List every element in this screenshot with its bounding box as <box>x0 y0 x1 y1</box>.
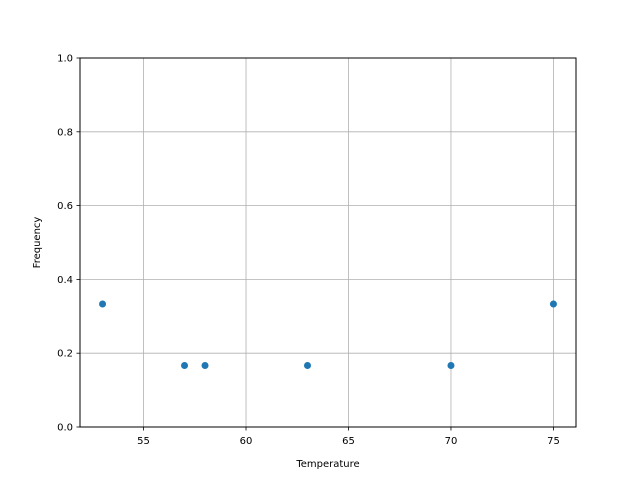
y-tick-label: 0.4 <box>57 275 73 286</box>
data-point <box>201 361 209 369</box>
x-tick-label: 60 <box>240 436 253 447</box>
x-tick-label: 55 <box>137 436 150 447</box>
grid <box>80 57 576 428</box>
y-tick-label: 1.0 <box>57 54 73 65</box>
data-point <box>99 300 107 308</box>
data-point <box>549 300 557 308</box>
x-axis-label: Temperature <box>295 459 359 470</box>
x-tick-label: 65 <box>342 436 355 447</box>
x-tick-label: 70 <box>445 436 458 447</box>
y-tick-label: 0.8 <box>57 127 73 138</box>
y-tick-label: 0.0 <box>57 423 73 434</box>
y-axis-label: Frequency <box>32 217 43 269</box>
data-point <box>181 361 189 369</box>
x-tick-label: 75 <box>547 436 560 447</box>
data-point <box>447 361 455 369</box>
y-tick-label: 0.6 <box>57 201 73 212</box>
ticks: 55 60 65 70 75 0.0 0.2 0.4 0.6 0.8 1.0 <box>57 54 560 448</box>
data-point <box>304 361 312 369</box>
data-points <box>99 300 557 369</box>
y-tick-label: 0.2 <box>57 349 73 360</box>
plot-frame <box>79 57 577 428</box>
